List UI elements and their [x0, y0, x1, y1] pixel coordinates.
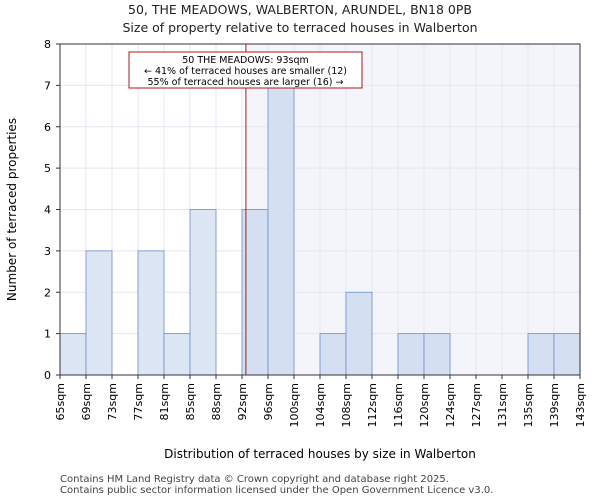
y-axis-label: Number of terraced properties — [5, 118, 19, 301]
y-tick-label: 7 — [44, 79, 51, 92]
y-tick-label: 1 — [44, 328, 51, 341]
x-tick-label: 73sqm — [106, 383, 119, 420]
x-tick-label: 108sqm — [340, 383, 353, 427]
footer-licence: Contains public sector information licen… — [60, 485, 494, 496]
bar-120sqm — [423, 333, 451, 376]
x-tick-label: 131sqm — [496, 383, 509, 427]
y-tick-label: 2 — [44, 286, 51, 299]
x-tick-label: 139sqm — [548, 383, 561, 427]
y-tick-label: 8 — [44, 38, 51, 51]
bar-135sqm — [527, 333, 555, 376]
x-tick-label: 65sqm — [54, 383, 67, 420]
y-tick-label: 4 — [44, 204, 51, 217]
annotation-line-3: 55% of terraced houses are larger (16) → — [148, 77, 344, 88]
footer-copyright: Contains HM Land Registry data © Crown c… — [60, 474, 449, 485]
x-tick-label: 77sqm — [132, 383, 145, 420]
x-tick-label: 135sqm — [522, 383, 535, 427]
x-tick-label: 88sqm — [210, 383, 223, 420]
x-tick-label: 143sqm — [574, 383, 587, 427]
bar-139sqm — [553, 333, 581, 376]
x-tick-label: 92sqm — [236, 383, 249, 420]
bar-81sqm — [163, 333, 191, 376]
x-tick-label: 81sqm — [158, 383, 171, 420]
bar-104sqm — [319, 333, 347, 376]
bar-77sqm — [137, 250, 165, 376]
y-axis: 0 1 2 3 4 5 6 7 8 — [44, 38, 60, 382]
bar-69sqm — [85, 250, 113, 376]
y-tick-label: 0 — [44, 369, 51, 382]
chart-title: Size of property relative to terraced ho… — [122, 20, 478, 35]
x-tick-label: 112sqm — [366, 383, 379, 427]
bar-85sqm — [189, 209, 217, 376]
chart-title-address: 50, THE MEADOWS, WALBERTON, ARUNDEL, BN1… — [128, 2, 472, 17]
x-tick-label: 104sqm — [314, 383, 327, 427]
bar-116sqm — [397, 333, 425, 376]
bar-65sqm — [59, 333, 87, 376]
x-tick-label: 96sqm — [262, 383, 275, 420]
x-tick-label: 116sqm — [392, 383, 405, 427]
annotation-line-2: ← 41% of terraced houses are smaller (12… — [144, 66, 347, 77]
annotation-box: 50 THE MEADOWS: 93sqm ← 41% of terraced … — [128, 51, 363, 89]
x-tick-label: 85sqm — [184, 383, 197, 420]
bars — [59, 84, 581, 376]
x-tick-label: 124sqm — [444, 383, 457, 427]
annotation-line-1: 50 THE MEADOWS: 93sqm — [182, 55, 309, 66]
y-tick-label: 6 — [44, 121, 51, 134]
x-tick-label: 127sqm — [470, 383, 483, 427]
bar-108sqm — [345, 291, 373, 376]
x-axis: 65sqm 69sqm 73sqm 77sqm 81sqm 85sqm 88sqm 92sqm… — [54, 375, 587, 427]
x-tick-label: 100sqm — [288, 383, 301, 427]
y-tick-label: 3 — [44, 245, 51, 258]
x-tick-label: 69sqm — [80, 383, 93, 420]
x-axis-label: Distribution of terraced houses by size … — [164, 447, 476, 461]
bar-96sqm — [267, 84, 295, 376]
y-tick-label: 5 — [44, 162, 51, 175]
x-tick-label: 120sqm — [418, 383, 431, 427]
